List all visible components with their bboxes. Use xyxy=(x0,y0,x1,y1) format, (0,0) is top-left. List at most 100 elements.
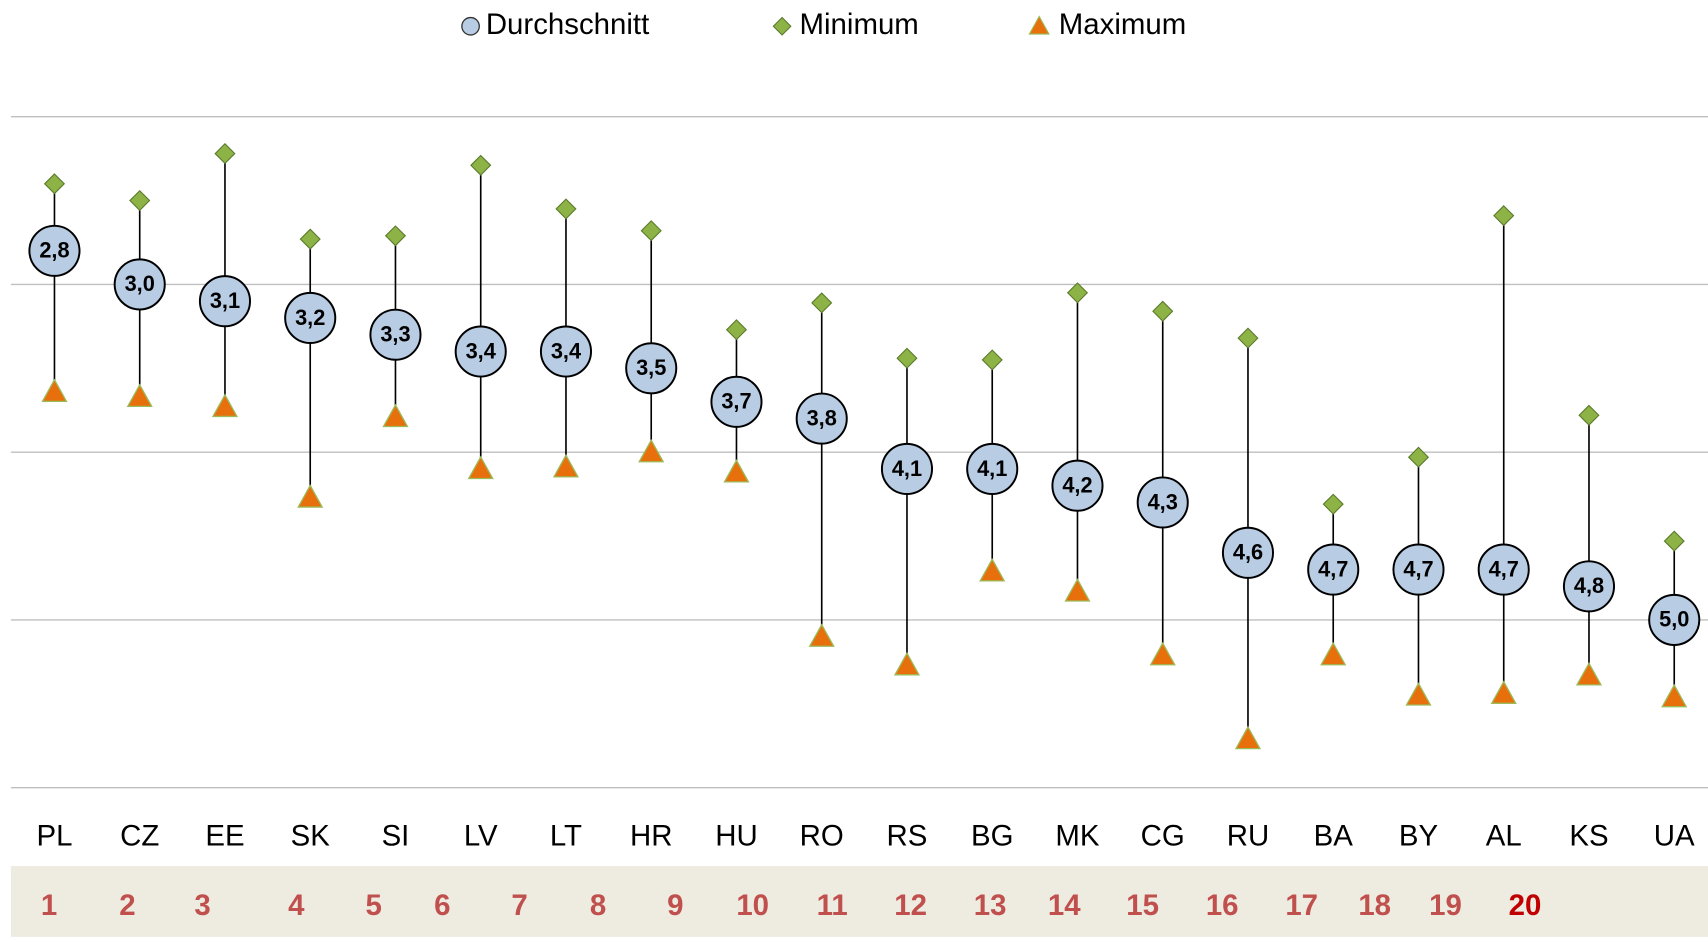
rank-label: 1 xyxy=(41,889,57,922)
minimum-marker xyxy=(470,154,492,176)
legend-marker xyxy=(1028,15,1050,35)
rank-label: 12 xyxy=(894,889,927,922)
maximum-marker xyxy=(211,393,239,418)
minimum-marker xyxy=(811,292,833,314)
value-label: 3,0 xyxy=(125,271,155,296)
maximum-marker xyxy=(1320,641,1347,666)
maximum-marker xyxy=(723,458,750,483)
value-label: 5,0 xyxy=(1659,607,1689,632)
x-tick-label: KS xyxy=(1569,820,1608,853)
x-tick-label: LV xyxy=(464,820,498,853)
legend-marker xyxy=(772,16,792,36)
average-marker xyxy=(880,442,934,495)
legend-label: Durchschnitt xyxy=(486,8,649,41)
value-label: 4,6 xyxy=(1233,540,1263,565)
average-marker xyxy=(539,325,593,378)
x-tick-label: CZ xyxy=(120,820,159,853)
maximum-marker xyxy=(893,651,921,676)
average-marker xyxy=(1136,476,1189,529)
rank-label: 3 xyxy=(194,889,210,922)
value-label: 3,3 xyxy=(380,322,410,347)
minimum-marker xyxy=(1407,446,1430,468)
value-label: 3,7 xyxy=(721,389,751,414)
maximum-marker xyxy=(126,383,153,408)
value-label: 4,1 xyxy=(977,456,1007,481)
maximum-marker xyxy=(979,557,1006,582)
average-marker xyxy=(1477,543,1530,596)
value-label: 4,3 xyxy=(1148,489,1178,514)
average-marker xyxy=(710,375,763,428)
x-tick-label: CG xyxy=(1141,820,1185,853)
x-tick-label: PL xyxy=(36,820,72,853)
rank-label: 13 xyxy=(974,889,1007,922)
x-tick-label: SK xyxy=(291,820,331,853)
average-marker xyxy=(1392,543,1445,596)
x-tick-label: MK xyxy=(1055,820,1099,853)
legend-marker xyxy=(461,16,480,36)
maximum-marker xyxy=(1149,641,1176,666)
value-label: 4,2 xyxy=(1062,473,1092,498)
minimum-marker xyxy=(981,349,1003,371)
rank-label: 4 xyxy=(288,889,305,922)
x-tick-label: RS xyxy=(887,820,928,853)
rank-label: 10 xyxy=(736,889,769,922)
maximum-marker xyxy=(467,455,494,480)
maximum-marker xyxy=(1405,682,1432,706)
minimum-marker xyxy=(1493,205,1515,227)
average-marker xyxy=(1051,459,1104,512)
x-tick-label: LT xyxy=(550,820,582,853)
rank-label: 9 xyxy=(667,889,683,922)
minimum-marker xyxy=(1066,282,1089,304)
average-marker xyxy=(284,291,337,344)
legend-label: Minimum xyxy=(800,8,919,41)
rank-label: 15 xyxy=(1126,889,1159,922)
x-tick-label: SI xyxy=(382,820,410,853)
maximum-marker xyxy=(1490,680,1517,704)
value-label: 3,4 xyxy=(466,338,496,363)
value-label: 4,7 xyxy=(1318,556,1348,581)
minimum-marker xyxy=(1237,327,1259,349)
value-label: 3,5 xyxy=(636,355,666,380)
minimum-marker xyxy=(214,142,236,165)
x-tick-label: AL xyxy=(1486,820,1522,853)
rank-band xyxy=(10,866,1708,937)
average-marker xyxy=(795,392,848,445)
maximum-marker xyxy=(1661,683,1688,708)
maximum-marker xyxy=(552,453,580,478)
minimum-marker xyxy=(1578,404,1600,426)
rank-label: 7 xyxy=(511,889,527,922)
average-marker xyxy=(1648,593,1701,646)
value-label: 3,8 xyxy=(807,405,837,430)
legend-label: Maximum xyxy=(1059,8,1186,41)
value-label: 2,8 xyxy=(39,238,69,263)
rank-label: 19 xyxy=(1429,889,1462,922)
average-marker xyxy=(625,342,678,395)
value-label: 4,7 xyxy=(1489,556,1519,581)
average-marker xyxy=(28,224,81,277)
average-marker xyxy=(113,258,166,311)
rank-label: 17 xyxy=(1285,889,1318,922)
value-label: 4,8 xyxy=(1574,573,1604,598)
rank-label: 2 xyxy=(119,889,135,922)
minimum-marker xyxy=(640,220,662,242)
maximum-marker xyxy=(1575,661,1603,686)
maximum-marker xyxy=(382,403,409,428)
minimum-marker xyxy=(555,198,577,220)
x-tick-label: HR xyxy=(630,820,672,853)
minimum-marker xyxy=(299,228,321,250)
minimum-marker xyxy=(129,189,151,212)
value-label: 4,7 xyxy=(1403,556,1433,581)
maximum-marker xyxy=(808,623,835,647)
minimum-marker xyxy=(1663,530,1685,552)
rank-label: 18 xyxy=(1358,889,1391,922)
minimum-marker xyxy=(896,347,918,369)
rank-label: 6 xyxy=(434,889,450,922)
average-marker xyxy=(1307,543,1360,596)
rank-label: 5 xyxy=(365,889,381,922)
maximum-marker xyxy=(297,484,324,508)
value-label: 4,1 xyxy=(892,456,922,481)
minimum-marker xyxy=(384,225,407,247)
average-marker xyxy=(966,442,1019,495)
